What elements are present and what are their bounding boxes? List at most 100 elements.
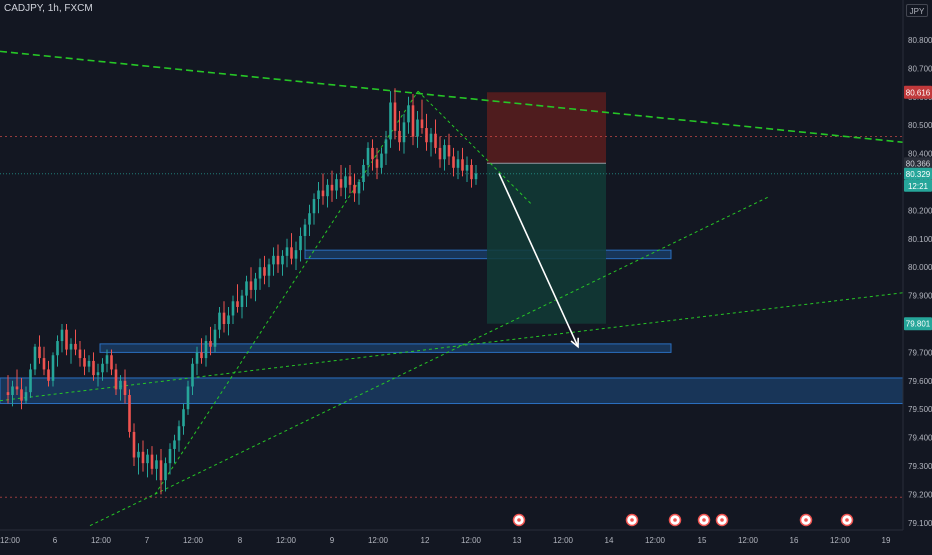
candle (290, 233, 293, 265)
time-tick-label: 15 (698, 536, 707, 545)
event-marker-icon[interactable] (625, 513, 639, 527)
candle-body (150, 454, 154, 469)
candle (56, 335, 59, 367)
candle (425, 113, 428, 151)
candle-body (285, 247, 289, 256)
candle (159, 448, 163, 495)
candle-body (240, 295, 244, 307)
candle (456, 150, 460, 180)
event-marker-icon[interactable] (840, 513, 854, 527)
time-tick-label: 12:00 (183, 536, 204, 545)
time-tick-label: 12:00 (91, 536, 112, 545)
price-tick-label: 79.500 (908, 405, 932, 414)
price-tick-label: 79.900 (908, 292, 932, 301)
candle-body (335, 179, 338, 191)
rally-trendline (154, 90, 419, 495)
event-marker-icon[interactable] (697, 513, 711, 527)
candle-body (227, 315, 230, 324)
candle-body (326, 184, 329, 197)
candle-body (47, 369, 50, 381)
candle (420, 99, 424, 134)
candle (330, 170, 334, 202)
candle-body (213, 329, 217, 347)
event-dot (845, 518, 849, 522)
candle-body (398, 130, 401, 143)
candle (6, 375, 10, 404)
event-marker-icon[interactable] (668, 513, 682, 527)
candle (249, 267, 253, 299)
time-tick-label: 12:00 (645, 536, 666, 545)
candle-body (105, 355, 109, 364)
candle (69, 338, 73, 364)
candle (366, 142, 370, 177)
price-tick-label: 80.200 (908, 206, 932, 215)
candle-body (231, 301, 235, 316)
position-layer (487, 92, 606, 324)
price-label-box (904, 167, 932, 180)
candle-body (393, 102, 397, 131)
price-labels-layer: 80.616 80.366 80.329 12:21 79.801 (904, 85, 932, 331)
candle (24, 386, 28, 404)
candle (240, 289, 244, 319)
candle-body (69, 343, 73, 350)
candle-body (132, 431, 136, 458)
candle-body (236, 301, 239, 307)
candle-body (281, 255, 284, 265)
price-label-box (904, 317, 932, 331)
candle (380, 147, 383, 174)
candle (411, 93, 415, 146)
time-tick-label: 8 (238, 536, 243, 545)
events-layer (512, 513, 854, 527)
candle (434, 119, 437, 154)
candle (168, 443, 172, 475)
time-axis[interactable]: 12:00 6 12:00 7 12:00 8 12:00 9 12:00 12 12:00 13 12… (0, 529, 932, 550)
candle-body (447, 145, 451, 157)
price-axis[interactable]: 79.100 79.200 79.300 79.400 79.500 79.600 79.7… (902, 0, 932, 550)
candle-body (357, 182, 361, 194)
candle-body (195, 352, 199, 364)
candle (60, 324, 64, 353)
price-label-text: 80.616 (906, 88, 931, 97)
candle-body (272, 255, 275, 265)
candle-body (92, 360, 95, 376)
candle (51, 352, 55, 387)
candle (384, 130, 388, 165)
candle (186, 380, 190, 415)
candle (164, 457, 167, 492)
candle-body (267, 264, 271, 276)
price-tick-label: 79.200 (908, 490, 932, 499)
candle-body (420, 119, 424, 129)
candle-body (137, 451, 140, 458)
candle-body (33, 346, 37, 370)
candle-body (20, 389, 23, 401)
currency-badge[interactable]: JPY (906, 4, 928, 17)
candle-body (42, 358, 46, 370)
event-marker-icon[interactable] (512, 513, 526, 527)
candle (74, 329, 77, 356)
candle (155, 454, 158, 481)
candle (371, 139, 374, 171)
event-marker-icon[interactable] (715, 513, 729, 527)
candle-body (101, 363, 104, 373)
pullback-trendline (417, 90, 533, 206)
candle-body (470, 164, 473, 180)
candle (105, 349, 109, 373)
candle (276, 244, 280, 273)
event-dot (804, 518, 808, 522)
event-marker-icon[interactable] (799, 513, 813, 527)
candle (11, 380, 14, 407)
main-resistance-trendline (0, 50, 904, 144)
event-dot (702, 518, 706, 522)
candle-body (119, 380, 122, 390)
time-tick-label: 7 (145, 536, 150, 545)
candle-body (11, 386, 14, 395)
time-tick-label: 12:00 (738, 536, 759, 545)
candle-body (155, 460, 158, 469)
horizontal-lines-layer (0, 136, 903, 498)
candle-body (51, 355, 55, 381)
candle (87, 355, 91, 373)
candle-body (110, 355, 113, 370)
candle (339, 164, 343, 197)
candle-body (249, 281, 253, 290)
